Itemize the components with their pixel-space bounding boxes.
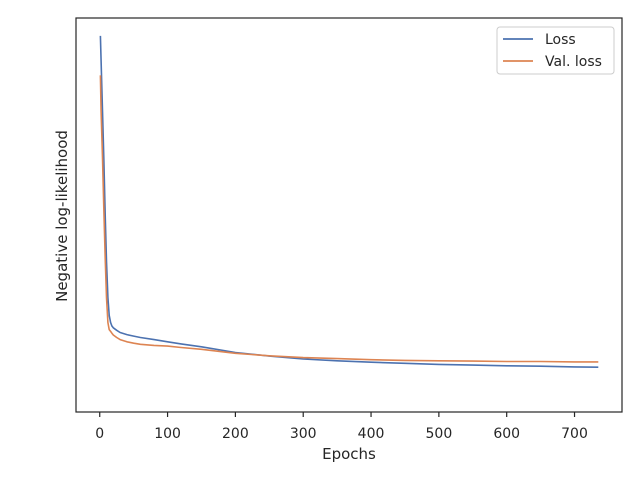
x-tick-label: 200 xyxy=(222,426,249,442)
legend-label-loss: Loss xyxy=(545,32,576,48)
x-tick-label: 700 xyxy=(561,426,588,442)
x-axis-label: Epochs xyxy=(322,445,376,463)
plot-frame xyxy=(75,17,623,413)
x-tick-label: 600 xyxy=(493,426,520,442)
series-line-loss xyxy=(99,35,599,368)
x-tick-label: 500 xyxy=(426,426,453,442)
legend-label-val-loss: Val. loss xyxy=(545,54,602,70)
x-tick-label: 400 xyxy=(358,426,385,442)
x-tick-label: 300 xyxy=(290,426,317,442)
x-tick-label: 100 xyxy=(154,426,181,442)
legend: Loss Val. loss xyxy=(496,26,615,75)
x-tick-label: 0 xyxy=(95,426,104,442)
y-axis-label: Negative log-likelihood xyxy=(53,130,71,302)
series-line-val-loss xyxy=(99,75,599,363)
x-axis-ticks: 0 100 200 300 400 500 600 700 xyxy=(95,412,588,442)
plot-lines xyxy=(99,35,599,368)
